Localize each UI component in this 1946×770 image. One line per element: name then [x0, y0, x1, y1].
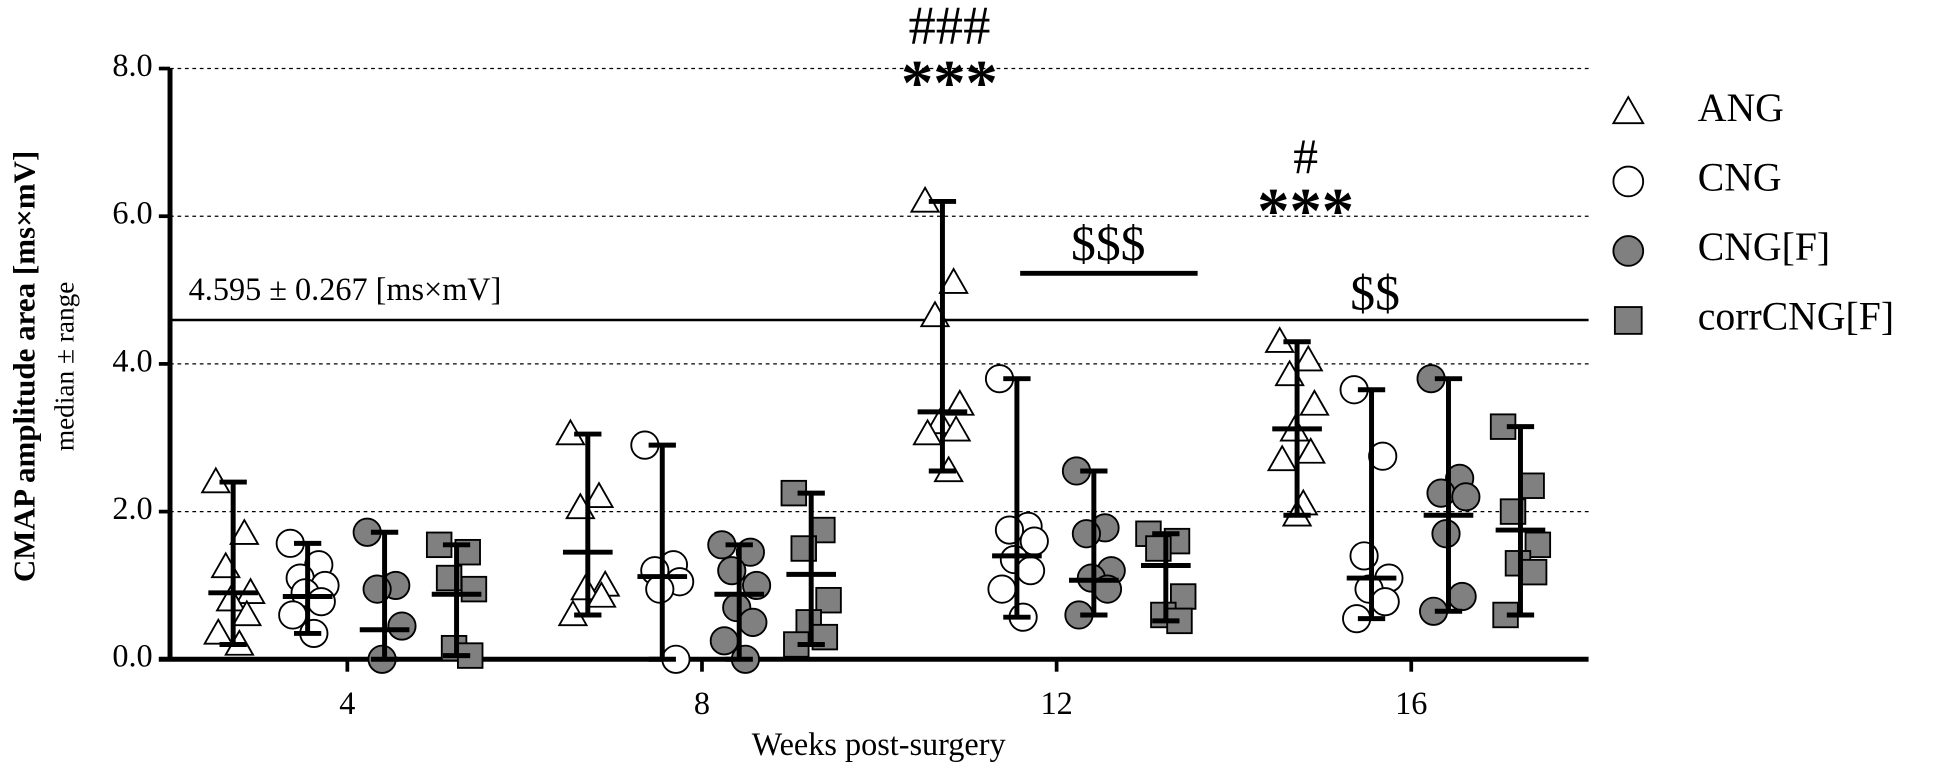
- y-tick-label: 4.0: [112, 342, 152, 378]
- x-axis-label: Weeks post-surgery: [752, 726, 1006, 762]
- legend-marker: [1612, 165, 1645, 198]
- data-point: [987, 574, 1017, 604]
- data-point: [944, 388, 976, 416]
- legend-marker: [1613, 306, 1643, 335]
- y-tick-label: 0.0: [112, 638, 152, 674]
- data-point: [1524, 531, 1552, 559]
- data-point: [1169, 583, 1197, 610]
- data-point: [460, 575, 488, 603]
- significance-annotation: #: [1293, 129, 1318, 184]
- legend-marker: [1612, 235, 1645, 267]
- data-point: [1295, 436, 1326, 464]
- legend-label: CNG: [1698, 156, 1782, 200]
- significance-annotation: $$: [1350, 266, 1400, 321]
- data-point: [938, 267, 969, 294]
- data-point: [1370, 587, 1400, 617]
- data-point: [738, 607, 768, 637]
- data-point: [1299, 388, 1330, 416]
- legend-label: ANG: [1698, 86, 1784, 130]
- data-point: [1518, 472, 1545, 499]
- data-point: [815, 586, 842, 614]
- data-point: [1292, 344, 1324, 372]
- x-tick-label: 8: [694, 685, 710, 721]
- data-point: [1451, 482, 1481, 512]
- x-tick-label: 12: [1040, 685, 1072, 721]
- data-point: [387, 611, 417, 641]
- y-axis-sublabel: median ± range: [49, 282, 79, 452]
- x-tick-label: 4: [339, 685, 355, 721]
- legend-marker: [1611, 95, 1645, 125]
- data-point: [1015, 556, 1046, 586]
- legend-label: CNG[F]: [1698, 225, 1830, 269]
- data-point: [940, 414, 972, 442]
- data-point: [912, 418, 943, 446]
- data-point: [231, 599, 263, 627]
- x-tick-label: 16: [1395, 685, 1427, 721]
- data-point: [586, 580, 617, 608]
- data-point: [583, 481, 615, 508]
- significance-annotation: ***: [1257, 174, 1354, 246]
- significance-annotation: $$$: [1071, 216, 1145, 271]
- data-point: [1447, 581, 1477, 612]
- data-point: [203, 617, 234, 645]
- reference-label: 4.595 ± 0.267 [ms×mV]: [189, 271, 502, 307]
- data-point: [1520, 558, 1548, 586]
- y-axis-label: CMAP amplitude area [ms×mV]: [6, 151, 41, 582]
- significance-annotation: ###: [908, 0, 990, 56]
- y-tick-label: 8.0: [112, 47, 152, 83]
- data-point: [229, 518, 260, 545]
- data-point: [1266, 444, 1298, 472]
- y-tick-label: 2.0: [112, 490, 152, 526]
- legend-label: corrCNG[F]: [1698, 295, 1894, 339]
- significance-annotation: ***: [901, 46, 998, 118]
- data-point: [306, 587, 336, 617]
- y-tick-label: 6.0: [112, 195, 152, 231]
